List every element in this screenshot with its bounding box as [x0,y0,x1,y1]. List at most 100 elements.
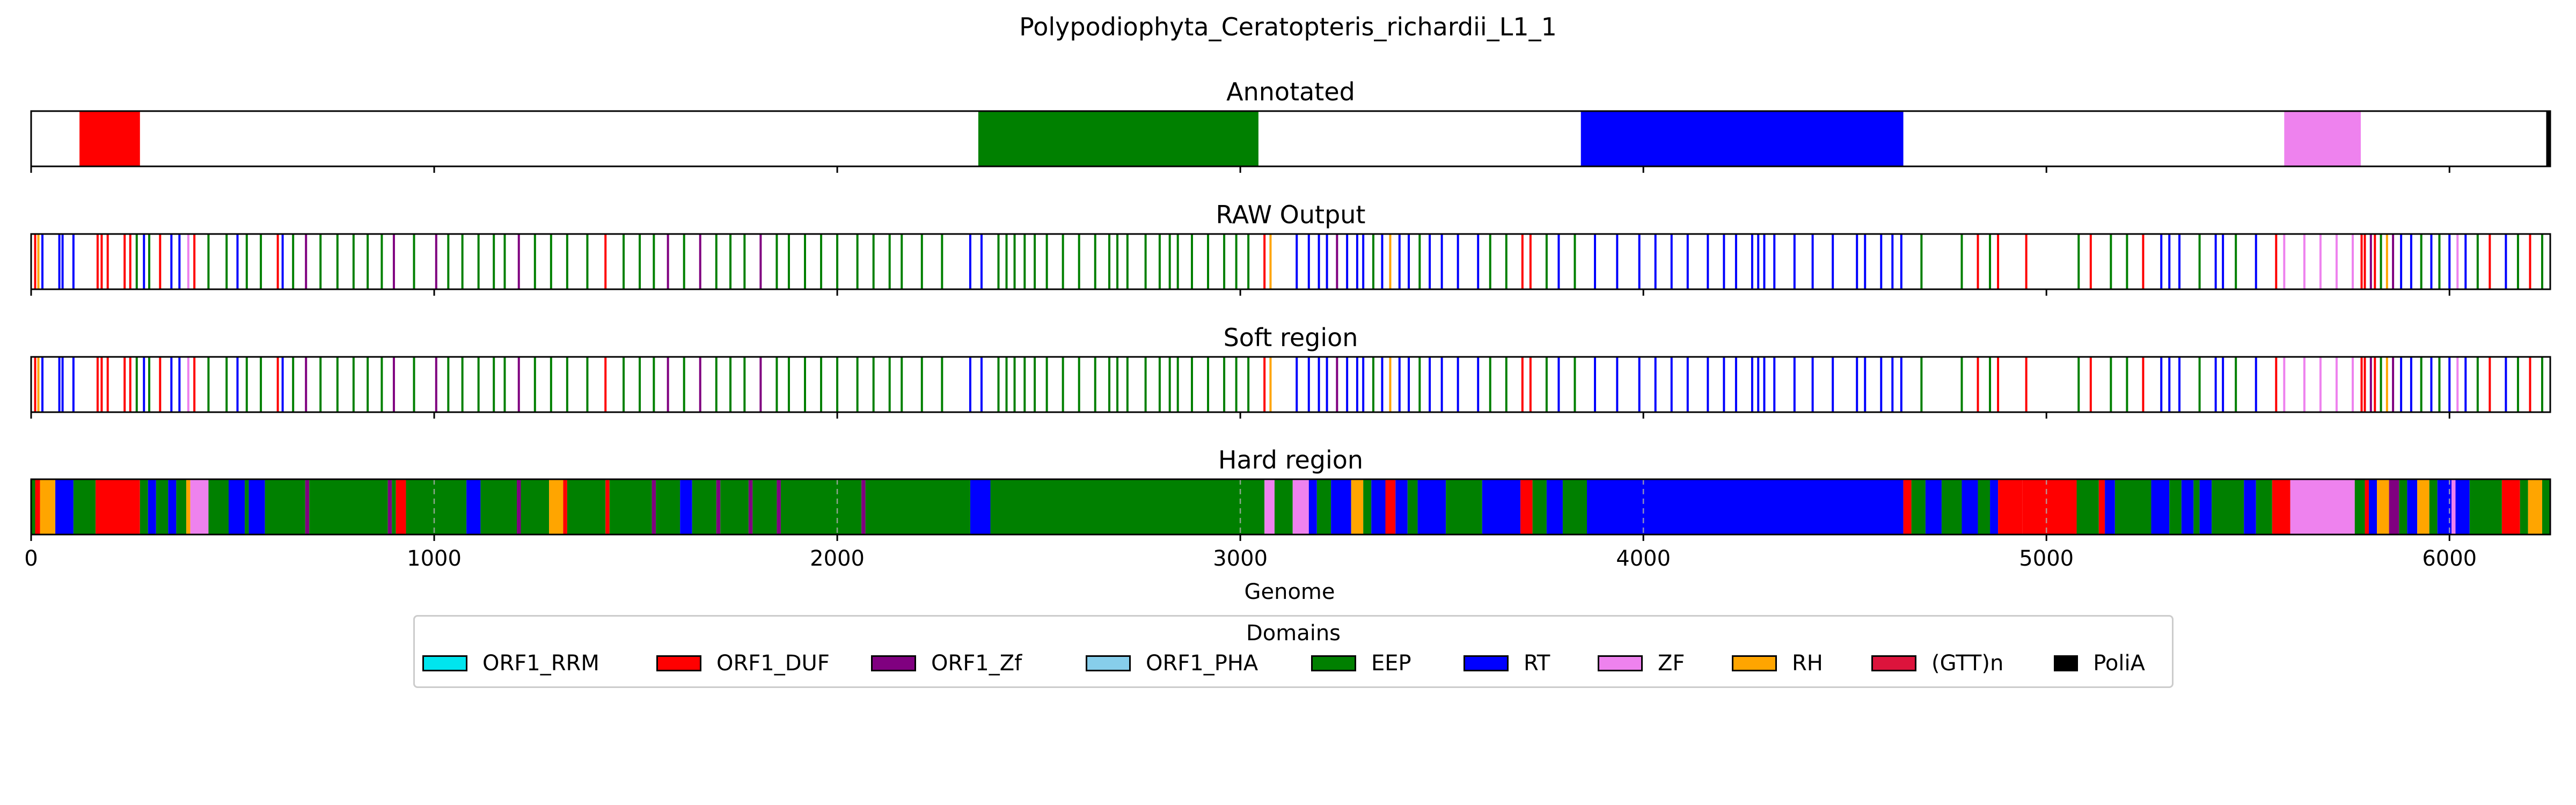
region-rt [1371,479,1386,535]
region-rh [2417,479,2429,535]
region-eep [720,479,749,535]
region-rt [1990,479,1999,535]
region-rh [2528,479,2542,535]
legend-label: ORF1_PHA [1146,651,1258,676]
legend-item-orf1-duf: ORF1_DUF [656,651,871,676]
region-rt [466,479,481,535]
x-tick-label: 2000 [810,546,865,571]
region-rt [229,479,245,535]
x-axis-label: Genome [1244,580,1335,604]
legend-item-orf1-zf: ORF1_Zf [871,651,1086,676]
region-eep [521,479,550,535]
region-eep [1562,479,1587,535]
legend-swatch [1871,655,1916,671]
region-rt [1395,479,1408,535]
region-polia [2546,111,2550,166]
region-orf1-zf [777,479,781,535]
region-rt [2199,479,2212,535]
legend-item-orf1-rrm: ORF1_RRM [422,651,656,676]
region-rt [2455,479,2470,535]
region-eep [265,479,305,535]
region-orf1-duf [2022,479,2077,535]
region-rt [2181,479,2194,535]
region-eep [392,479,396,535]
track-frame [30,478,2551,536]
track-annotated: Annotated [30,77,2551,173]
legend-item-rt: RT [1463,651,1598,676]
legend-swatch [1086,655,1131,671]
region-eep [2076,479,2099,535]
region-rt [2151,479,2170,535]
region-eep [73,479,96,535]
region-eep [865,479,970,535]
legend-swatch [871,655,916,671]
region-orf1-duf [96,479,140,535]
region-rt [1331,479,1351,535]
region-eep [692,479,716,535]
region-rt [2407,479,2418,535]
legend-label: RH [1792,651,1823,676]
region-orf1-zf [305,479,310,535]
track-frame [30,233,2551,290]
region-eep [656,479,680,535]
region-eep [2193,479,2200,535]
region-orf1-zf [716,479,721,535]
region-zf [1292,479,1309,535]
region-eep [2212,479,2244,535]
x-tick-label: 0 [24,546,38,571]
legend-item-rh: RH [1732,651,1871,676]
region-eep [480,479,517,535]
region-rt [2105,479,2115,535]
region-zf [2451,479,2456,535]
region-orf1-duf [1520,479,1533,535]
region-eep [2542,479,2550,535]
region-orf1-duf [396,479,406,535]
region-rt [1482,479,1521,535]
legend-swatch [1463,655,1509,671]
track-frame [30,356,2551,413]
region-eep [208,479,229,535]
x-axis: 0 1000 2000 3000 4000 5000 6000 [24,546,2477,571]
legend-item-eep: EEP [1311,651,1463,676]
region-orf1-duf [2272,479,2290,535]
legend-item-orf1-pha: ORF1_PHA [1086,651,1311,676]
legend-label: ZF [1658,651,1685,676]
region-orf1-duf [35,479,40,535]
legend-swatch [2054,655,2079,671]
track-title: Hard region [1218,445,1363,474]
region-eep [1274,479,1293,535]
region-rh [2377,479,2389,535]
region-rt [148,479,156,535]
region-eep [1407,479,1418,535]
region-orf1-duf [563,479,567,535]
region-orf1-zf [861,479,866,535]
region-eep [31,479,35,535]
track-panels: Annotated RAW Output Soft region Hard regio… [30,77,2551,541]
legend-label: ORF1_RRM [482,651,599,676]
legend-label: ORF1_Zf [931,651,1022,676]
region-eep [1532,479,1547,535]
region-eep [156,479,169,535]
region-rt [1925,479,1942,535]
region-orf1-duf [2501,479,2520,535]
region-eep [990,479,1265,535]
region-eep [1978,479,1990,535]
figure-title: Polypodiophyta_Ceratopteris_richardii_L1… [1019,12,1557,41]
region-orf1-duf [2098,479,2105,535]
legend-swatch [656,655,701,671]
region-rt [970,479,991,535]
legend-label: EEP [1371,651,1411,676]
x-tick-label: 1000 [407,546,462,571]
region-eep [309,479,388,535]
legend-swatch [422,655,467,671]
region-eep [176,479,187,535]
region-orf1-zf [2389,479,2399,535]
legend-swatch [1598,655,1643,671]
region-rt [1962,479,1978,535]
region-eep [609,479,652,535]
track-soft-region: Soft region [30,323,2551,419]
region-orf1-duf [605,479,610,535]
legend-item-gtt-n: (GTT)n [1871,651,2054,676]
region-orf1-duf [2365,479,2369,535]
region-eep [2399,479,2407,535]
